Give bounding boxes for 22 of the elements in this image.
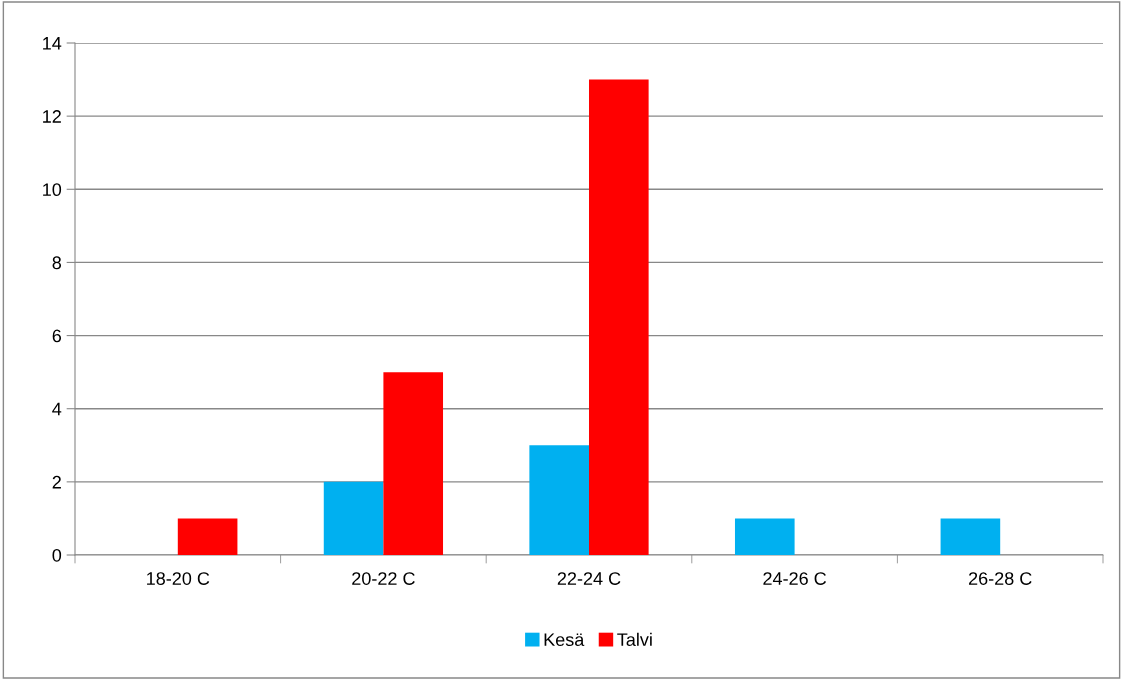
x-tick-label: 20-22 C xyxy=(352,572,415,585)
y-tick-label: 10 xyxy=(43,183,62,197)
x-tick-label: 24-26 C xyxy=(763,572,827,585)
bar xyxy=(734,518,795,555)
x-tick-label: 22-24 C xyxy=(557,572,621,585)
y-tick-label: 2 xyxy=(52,475,61,489)
y-tick-label: 14 xyxy=(43,37,62,50)
legend-label: Kesä xyxy=(544,633,585,647)
y-tick-label: 6 xyxy=(52,329,62,343)
bar xyxy=(383,372,444,555)
bar xyxy=(177,518,238,555)
bar xyxy=(323,481,384,555)
legend-label: Talvi xyxy=(617,632,652,647)
y-tick-label: 8 xyxy=(52,256,62,270)
x-tick-label: 26-28 C xyxy=(968,572,1032,585)
bar xyxy=(940,518,1001,555)
x-tick-label: 18-20 C xyxy=(147,572,210,585)
bar xyxy=(589,79,649,555)
bar xyxy=(529,445,589,555)
y-tick-label: 4 xyxy=(52,402,62,416)
y-tick-label: 12 xyxy=(43,110,61,123)
y-tick-label: 0 xyxy=(52,548,62,562)
